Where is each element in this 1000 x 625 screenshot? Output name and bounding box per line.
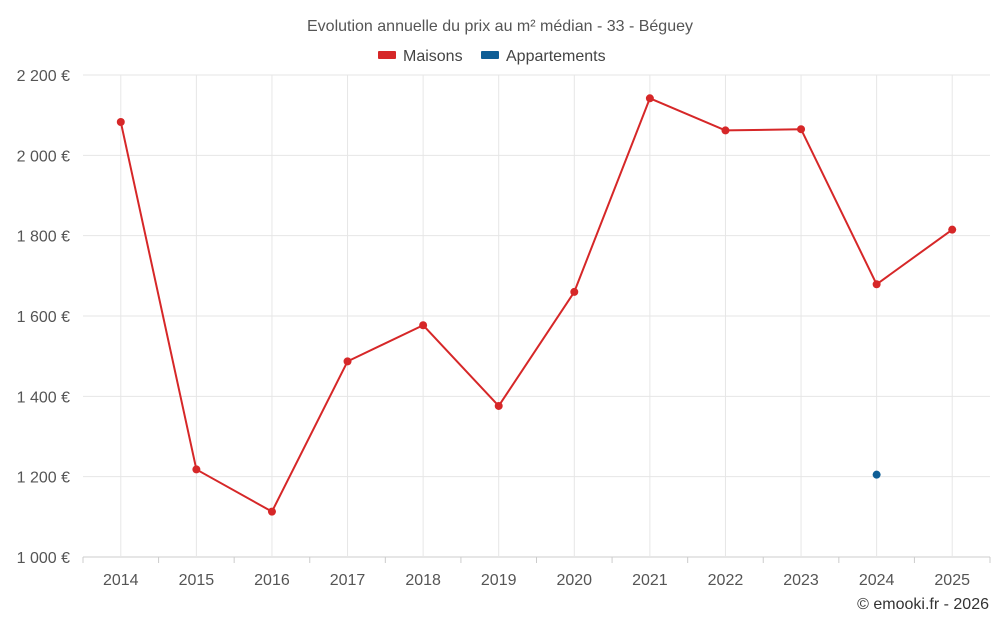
data-point-maisons-2024[interactable]: [872, 280, 881, 289]
x-tick-label: 2014: [103, 572, 139, 589]
x-tick-label: 2023: [783, 572, 819, 589]
legend-swatch-appartements: [481, 51, 499, 59]
x-tick-label: 2015: [179, 572, 215, 589]
data-point-maisons-2021[interactable]: [645, 94, 654, 103]
series-line-maisons: [119, 97, 953, 513]
data-point-maisons-2018[interactable]: [419, 321, 428, 330]
legend-swatch-maisons: [378, 51, 396, 59]
y-tick-label: 1 000 €: [17, 550, 70, 567]
chart-title: Evolution annuelle du prix au m² médian …: [307, 18, 693, 35]
data-point-maisons-2015[interactable]: [192, 465, 201, 474]
x-tick-label: 2016: [254, 572, 290, 589]
y-tick-label: 1 200 €: [17, 470, 70, 487]
legend-label-maisons: Maisons: [403, 48, 463, 65]
data-point-maisons-2019[interactable]: [494, 401, 503, 410]
series: [116, 94, 957, 516]
y-tick-label: 1 400 €: [17, 389, 70, 406]
x-tick-label: 2022: [708, 572, 744, 589]
x-tick-label: 2018: [405, 572, 441, 589]
data-point-maisons-2017[interactable]: [343, 357, 352, 366]
legend: Maisons Appartements: [378, 48, 606, 65]
data-point-maisons-2023[interactable]: [797, 125, 806, 134]
data-point-maisons-2020[interactable]: [570, 287, 579, 296]
data-point-maisons-2025[interactable]: [948, 225, 957, 234]
y-tick-label: 1 600 €: [17, 309, 70, 326]
x-tick-label: 2021: [632, 572, 668, 589]
data-point-maisons-2016[interactable]: [267, 507, 276, 516]
legend-label-appartements: Appartements: [506, 48, 606, 65]
y-tick-label: 1 800 €: [17, 229, 70, 246]
axes: 1 000 € 1 200 € 1 400 € 1 600 € 1 800 € 2 000…: [17, 68, 991, 589]
x-tick-label: 2019: [481, 572, 517, 589]
data-point-appartements-2024[interactable]: [872, 470, 881, 479]
credit-text: © emooki.fr - 2026: [857, 596, 989, 613]
legend-item-maisons[interactable]: Maisons: [378, 48, 463, 65]
data-point-maisons-2014[interactable]: [116, 117, 125, 126]
x-tick-label: 2024: [859, 572, 895, 589]
legend-item-appartements[interactable]: Appartements: [481, 48, 606, 65]
grid: [83, 74, 990, 558]
x-tick-label: 2025: [934, 572, 970, 589]
x-tick-label: 2020: [556, 572, 592, 589]
y-tick-label: 2 200 €: [17, 68, 70, 85]
y-tick-label: 2 000 €: [17, 148, 70, 165]
data-point-maisons-2022[interactable]: [721, 126, 730, 135]
x-tick-label: 2017: [330, 572, 366, 589]
